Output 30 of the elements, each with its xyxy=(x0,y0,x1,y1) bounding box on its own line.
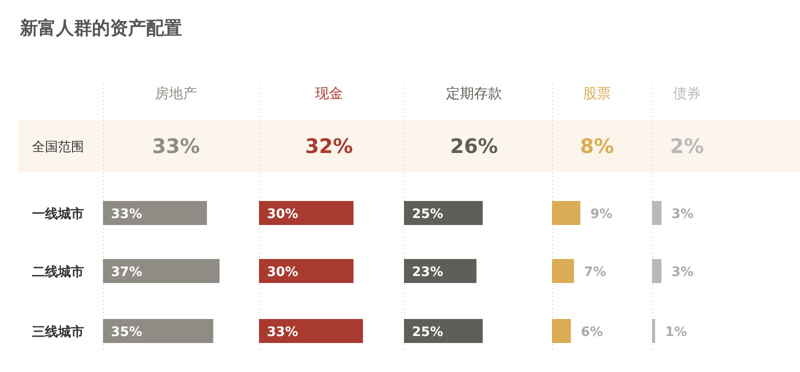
data-label: 25% xyxy=(412,325,444,340)
data-label: 25% xyxy=(412,207,444,222)
text: 现金 xyxy=(315,86,343,102)
y-tick-label: 二线城市 xyxy=(32,264,84,280)
text: 2% xyxy=(670,134,704,158)
data-label: 33% xyxy=(267,325,298,340)
text: 房地产 xyxy=(155,86,197,102)
data-label: 33% xyxy=(111,207,142,222)
text: 32% xyxy=(305,134,353,158)
data-label: 6% xyxy=(580,325,603,340)
text: 33% xyxy=(152,134,200,158)
data-label: 3% xyxy=(671,265,694,280)
y-tick-label: 三线城市 xyxy=(32,324,84,340)
y-tick-label: 全国范围 xyxy=(32,140,84,155)
data-label: 7% xyxy=(584,265,606,280)
text: 定期存款 xyxy=(446,86,502,102)
text: 8% xyxy=(580,134,614,158)
data-label: 1% xyxy=(665,325,688,340)
chart-title: 新富人群的资产配置 xyxy=(19,18,182,39)
y-tick-label: 一线城市 xyxy=(32,206,84,222)
text: 债券 xyxy=(673,86,701,102)
data-label: 35% xyxy=(111,325,142,340)
data-label: 37% xyxy=(111,265,142,280)
data-label: 9% xyxy=(590,207,612,222)
data-label: 30% xyxy=(267,265,298,280)
text: 26% xyxy=(450,134,498,158)
data-label: 3% xyxy=(671,207,694,222)
data-label: 30% xyxy=(267,207,298,222)
text: 股票 xyxy=(583,86,611,102)
data-label: 23% xyxy=(412,265,444,280)
